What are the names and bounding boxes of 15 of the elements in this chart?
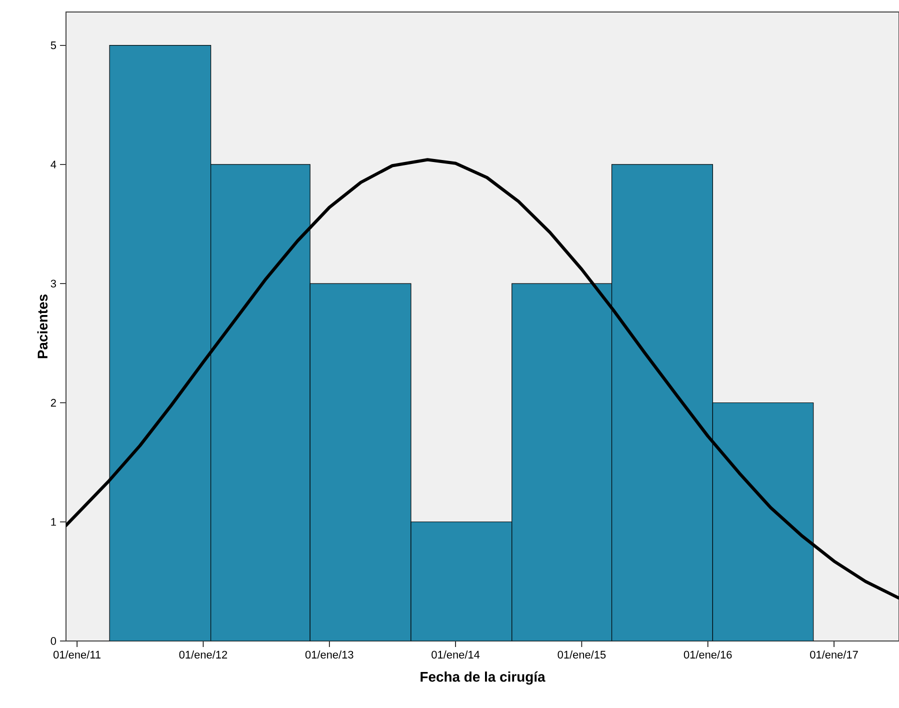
x-axis-title: Fecha de la cirugía bbox=[420, 671, 546, 685]
x-tick-label: 01/ene/11 bbox=[54, 650, 100, 659]
x-tick-label: 01/ene/12 bbox=[179, 650, 228, 659]
x-tick-label: 01/ene/17 bbox=[810, 650, 858, 659]
x-tick-label: 01/ene/13 bbox=[305, 650, 354, 659]
y-axis-title: Pacientes bbox=[37, 294, 48, 358]
x-tick-label: 01/ene/16 bbox=[684, 650, 732, 659]
x-tick-label: 01/ene/15 bbox=[558, 650, 606, 659]
y-tick-label: 2 bbox=[50, 398, 56, 407]
y-tick-label: 3 bbox=[50, 280, 56, 288]
y-tick-label: 0 bbox=[50, 637, 56, 645]
y-tick-label: 4 bbox=[50, 160, 56, 168]
y-tick-label: 5 bbox=[50, 42, 56, 50]
y-tick-label: 1 bbox=[51, 518, 56, 526]
x-tick-label: 01/ene/14 bbox=[432, 650, 480, 659]
